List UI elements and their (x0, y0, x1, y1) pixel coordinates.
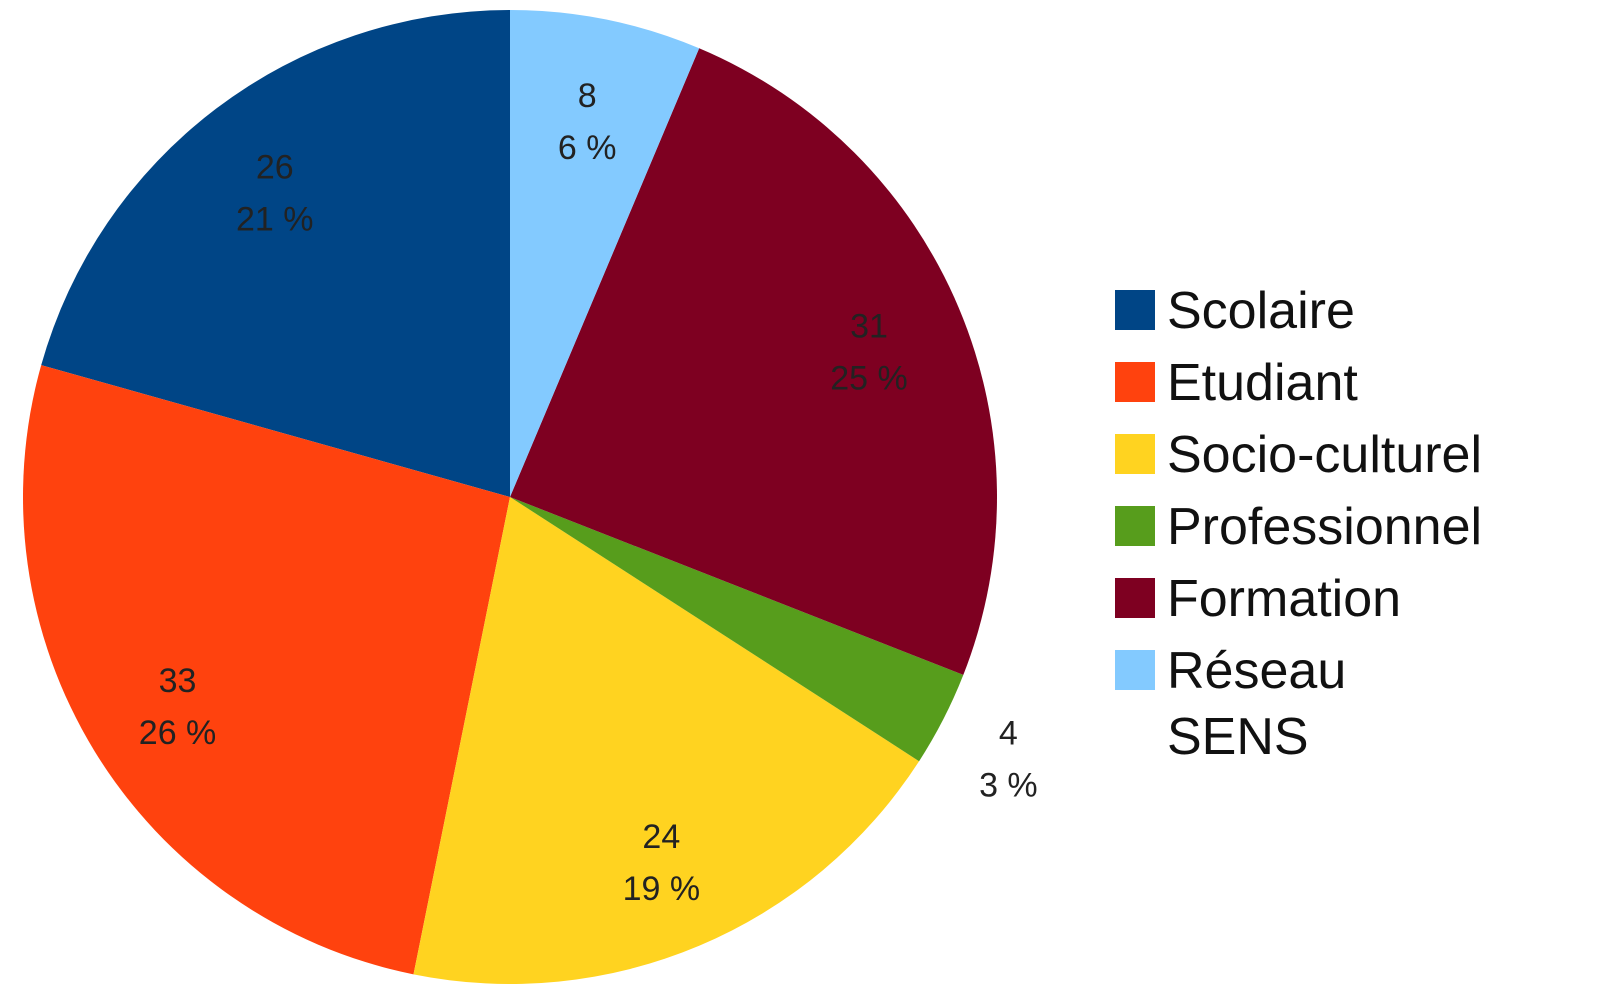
legend-swatch (1115, 506, 1155, 546)
legend-item: Formation (1115, 566, 1482, 638)
percent-label: 19 % (623, 870, 701, 908)
legend-item: Réseau SENS (1115, 638, 1482, 766)
percent-label: 21 % (236, 200, 314, 238)
percent-label: 25 % (830, 360, 908, 398)
data-label: 33 (159, 662, 197, 700)
percent-label: 3 % (979, 767, 1038, 805)
legend-swatch (1115, 362, 1155, 402)
legend-label: Etudiant (1167, 354, 1358, 412)
legend-label: Socio-culturel (1167, 426, 1483, 484)
legend-swatch (1115, 578, 1155, 618)
legend-label: Scolaire (1167, 282, 1355, 340)
data-label: 31 (850, 308, 888, 346)
data-label: 8 (578, 77, 597, 115)
legend: Scolaire Etudiant Socio-culturel Profession… (1115, 278, 1482, 766)
legend-swatch (1115, 650, 1155, 690)
data-label: 4 (999, 715, 1018, 753)
pie-slice (22, 365, 510, 975)
pie-slice (510, 48, 997, 675)
percent-label: 6 % (558, 129, 617, 167)
pie-slice (41, 10, 510, 497)
percent-label: 26 % (139, 714, 217, 752)
legend-label: Réseau SENS (1167, 642, 1347, 766)
pie-slice (510, 497, 964, 762)
data-label: 26 (256, 148, 294, 186)
legend-swatch (1115, 290, 1155, 330)
legend-item: Etudiant (1115, 350, 1482, 422)
pie-slice (413, 497, 920, 984)
legend-item: Socio-culturel (1115, 422, 1482, 494)
data-label: 24 (642, 818, 680, 856)
legend-item: Scolaire (1115, 278, 1482, 350)
legend-swatch (1115, 434, 1155, 474)
legend-label: Professionnel (1167, 498, 1483, 556)
pie-slice (510, 10, 700, 497)
legend-label: Formation (1167, 570, 1402, 628)
legend-item: Professionnel (1115, 494, 1482, 566)
chart: 26 21 % 33 26 % 24 19 % 4 3 % 31 25 % 8 6 % (22, 10, 1038, 984)
